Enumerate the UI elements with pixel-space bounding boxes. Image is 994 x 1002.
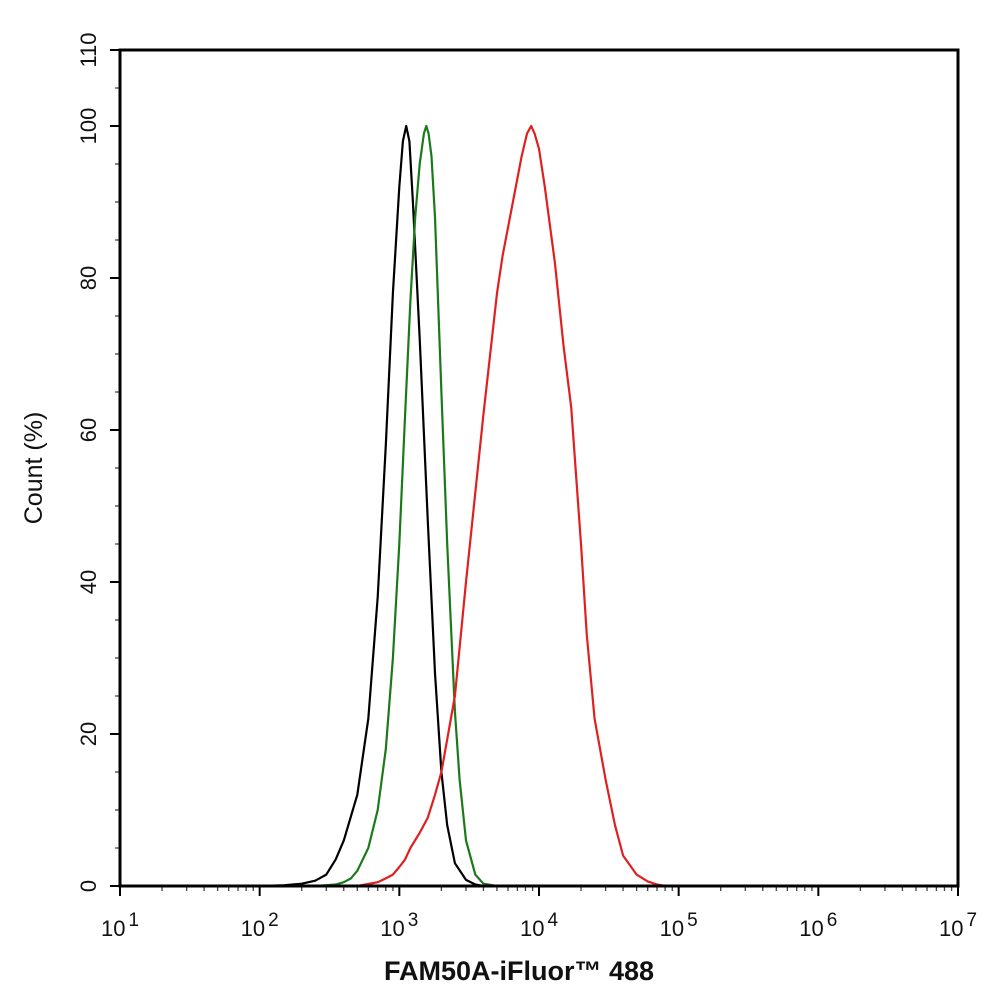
y-tick-label: 80: [76, 266, 101, 290]
series-line-1: [259, 124, 484, 888]
x-axis-title: FAM50A-iFluor™ 488: [384, 956, 654, 986]
y-tick-label: 0: [76, 880, 101, 892]
y-tick-label: 100: [76, 108, 101, 145]
x-tick-label: 10 7: [939, 910, 977, 941]
x-tick-label: 10 6: [799, 910, 837, 941]
x-tick-label: 10 1: [101, 910, 139, 941]
series-line-3: [357, 124, 666, 888]
y-tick-label: 60: [76, 418, 101, 442]
plot-frame: [118, 48, 960, 888]
y-axis-ticks: 0 20 40 60 80 100 110: [76, 32, 120, 892]
y-axis-title: Count (%): [20, 412, 48, 525]
series-curves: [259, 124, 666, 888]
y-tick-label: 110: [76, 32, 101, 67]
x-tick-label: 10 5: [660, 910, 698, 941]
y-tick-label: 40: [76, 570, 101, 594]
y-tick-label: 20: [76, 722, 101, 746]
x-tick-label: 10 4: [520, 910, 558, 941]
x-tick-label: 10 2: [241, 910, 279, 941]
series-line-2: [315, 124, 498, 888]
x-axis-ticks: 10 1 10 2 10 3 10 4 10 5 10 6 10 7: [101, 886, 977, 941]
x-tick-label: 10 3: [380, 910, 418, 941]
